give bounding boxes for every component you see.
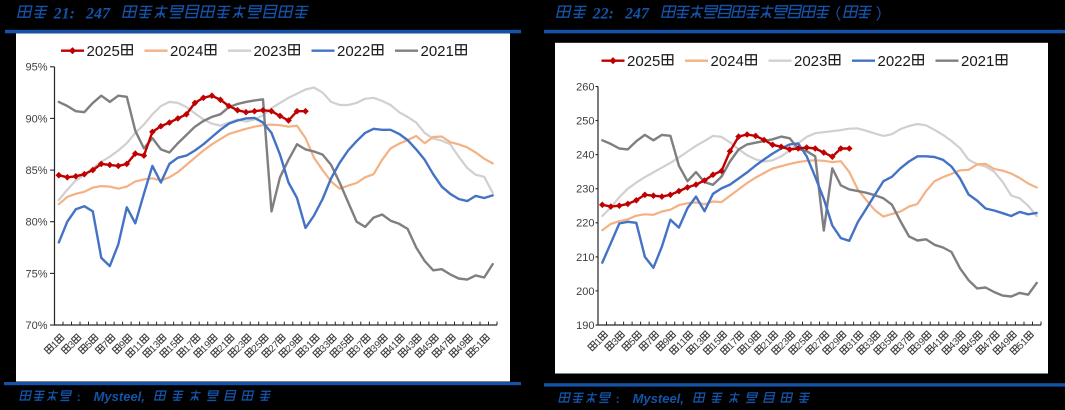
svg-text:230: 230 [576, 184, 594, 196]
svg-text:190: 190 [576, 320, 594, 332]
svg-text:2021: 2021 [961, 53, 994, 70]
svg-text:247: 247 [624, 6, 650, 23]
svg-text:247: 247 [85, 6, 111, 23]
svg-text:90%: 90% [25, 113, 47, 125]
svg-text:2025: 2025 [627, 53, 660, 70]
svg-text:250: 250 [576, 116, 594, 128]
svg-text:200: 200 [576, 286, 594, 298]
svg-text:2024: 2024 [170, 43, 203, 60]
svg-text:70%: 70% [25, 320, 47, 332]
svg-text:2024: 2024 [711, 53, 744, 70]
svg-text:2023: 2023 [254, 43, 287, 60]
svg-text:2022: 2022 [878, 53, 911, 70]
svg-text::: : [616, 392, 620, 406]
svg-text:80%: 80% [25, 217, 47, 229]
svg-text:Mysteel,: Mysteel, [94, 389, 145, 404]
svg-text:2025: 2025 [87, 43, 120, 60]
svg-text:95%: 95% [25, 62, 47, 74]
svg-text:85%: 85% [25, 165, 47, 177]
svg-text:75%: 75% [25, 268, 47, 280]
svg-text:2022: 2022 [337, 43, 370, 60]
svg-text:220: 220 [576, 218, 594, 230]
svg-text:2021: 2021 [421, 43, 454, 60]
svg-text:260: 260 [576, 81, 594, 93]
svg-text:21:: 21: [53, 6, 75, 23]
svg-text:240: 240 [576, 150, 594, 162]
svg-text::: : [77, 390, 81, 404]
svg-text:22:: 22: [592, 6, 614, 23]
svg-text:210: 210 [576, 252, 594, 264]
svg-text:Mysteel,: Mysteel, [633, 391, 684, 406]
svg-text:2023: 2023 [794, 53, 827, 70]
